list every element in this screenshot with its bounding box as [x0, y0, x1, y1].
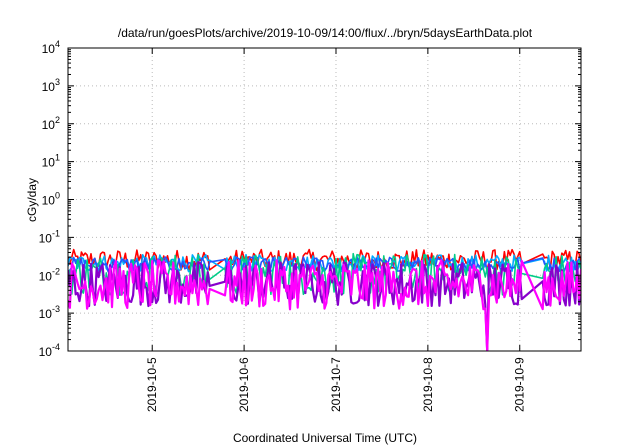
axis-ticks: 10-4 10-3 10-2 10-1 100 101 102 103 104 2019-10-5… — [39, 39, 581, 412]
x-tick-label: 2019-10-6 — [237, 357, 251, 412]
chart-title: /data/run/goesPlots/archive/2019-10-09/1… — [118, 26, 533, 40]
y-tick-label: 102 — [42, 115, 60, 132]
y-tick-label: 10-1 — [39, 228, 60, 245]
x-axis-label: Coordinated Universal Time (UTC) — [233, 431, 417, 445]
x-tick-label: 2019-10-8 — [421, 357, 435, 412]
y-tick-label: 100 — [42, 191, 60, 208]
series-line — [68, 256, 581, 273]
y-tick-label: 101 — [42, 153, 60, 170]
y-tick-label: 104 — [42, 39, 60, 56]
x-tick-label: 2019-10-9 — [513, 357, 527, 412]
x-tick-label: 2019-10-5 — [145, 357, 159, 412]
y-axis-label: cGy/day — [25, 178, 39, 222]
y-tick-label: 10-3 — [39, 304, 60, 321]
y-tick-label: 10-4 — [39, 342, 60, 359]
x-tick-label: 2019-10-7 — [329, 357, 343, 412]
plot-area — [68, 248, 581, 351]
y-tick-label: 10-2 — [39, 266, 60, 283]
y-tick-label: 103 — [42, 77, 60, 94]
series-line — [68, 259, 581, 351]
